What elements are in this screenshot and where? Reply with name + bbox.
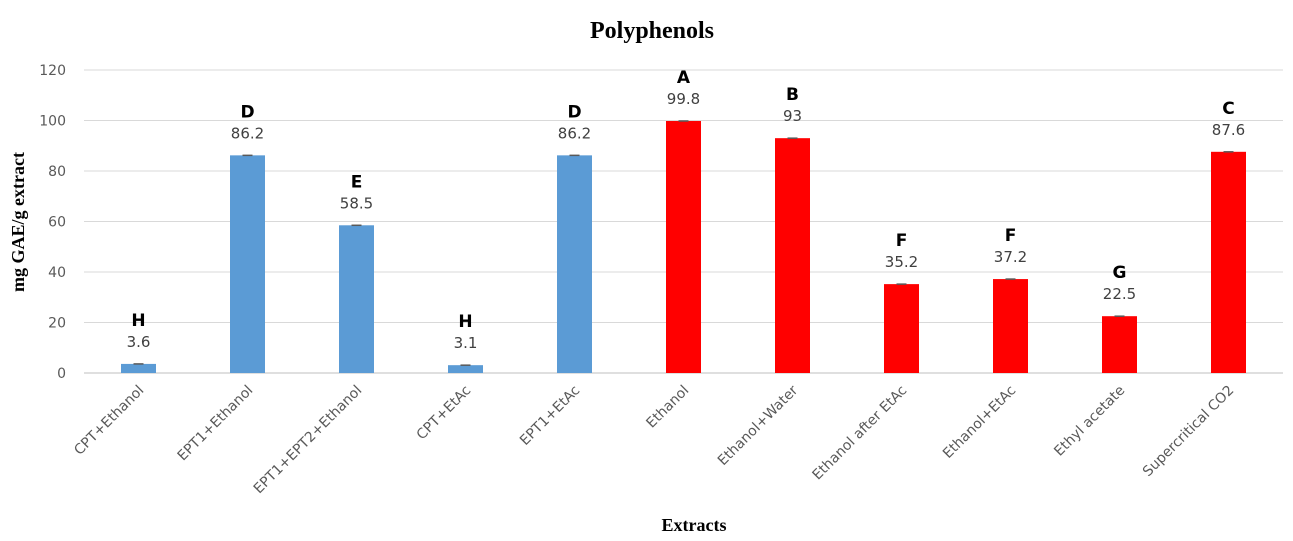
y-tick-label: 40 — [48, 265, 66, 281]
data-value-label: 99.8 — [667, 90, 700, 108]
data-value-label: 3.1 — [454, 334, 478, 352]
data-value-label: 58.5 — [340, 194, 373, 212]
bar — [448, 365, 483, 373]
data-value-label: 86.2 — [231, 124, 264, 142]
significance-letter: D — [567, 102, 581, 122]
y-axis-title: mg GAE/g extract — [8, 152, 28, 292]
bars — [121, 120, 1246, 373]
y-tick-label: 0 — [57, 366, 66, 382]
x-tick-label: Ethyl acetate — [1051, 383, 1128, 460]
x-tick-label: Ethanol+EtAc — [940, 383, 1019, 462]
data-value-label: 35.2 — [885, 253, 918, 271]
x-axis-title: Extracts — [662, 515, 727, 535]
x-tick-label: Ethanol+Water — [715, 382, 802, 469]
x-axis-ticks: CPT+Ethanol EPT1+EthanolEPT1+EPT2+Ethanol… — [71, 382, 1237, 497]
y-tick-label: 120 — [39, 63, 66, 79]
y-axis-ticks: 0 20 40 60 80 100 120 — [39, 63, 66, 382]
bar — [1102, 316, 1137, 373]
significance-letter: H — [131, 311, 145, 331]
significance-letter: F — [896, 231, 908, 251]
y-tick-label: 100 — [39, 114, 66, 130]
x-tick-label: EPT1+EtAc — [517, 383, 583, 449]
x-tick-label: Ethanol after EtAc — [810, 383, 911, 484]
bar — [557, 155, 592, 373]
significance-letter: E — [351, 172, 363, 192]
data-value-label: 3.6 — [127, 333, 151, 351]
bar — [121, 363, 156, 373]
x-tick-label: CPT+EtAc — [414, 383, 475, 444]
bar — [884, 284, 919, 373]
y-tick-label: 20 — [48, 316, 66, 332]
significance-letter: A — [677, 68, 691, 88]
bar — [230, 155, 265, 373]
y-tick-label: 60 — [48, 215, 66, 231]
bar — [775, 138, 810, 373]
data-value-label: 22.5 — [1103, 285, 1136, 303]
x-tick-label: EPT1+Ethanol — [175, 383, 257, 465]
bar — [339, 225, 374, 373]
bar — [666, 121, 701, 373]
significance-letter: F — [1005, 226, 1017, 246]
chart-title: Polyphenols — [590, 18, 714, 44]
bar — [993, 279, 1028, 373]
significance-letter: B — [786, 85, 799, 105]
significance-letter: G — [1113, 263, 1127, 283]
y-tick-label: 80 — [48, 164, 66, 180]
x-tick-label: EPT1+EPT2+Ethanol — [251, 383, 366, 498]
data-value-label: 87.6 — [1212, 121, 1245, 139]
significance-letter: C — [1222, 99, 1234, 119]
data-value-label: 86.2 — [558, 124, 591, 142]
data-labels: 3.6 H 86.2 D 58.5 E 3.1 H 86.2 D 99.8 A 93 B 35.2 F 37.2… — [127, 68, 1246, 352]
x-tick-label: Supercritical CO2 — [1140, 383, 1237, 480]
x-tick-label: Ethanol — [643, 383, 692, 432]
data-value-label: 37.2 — [994, 248, 1027, 266]
bar — [1211, 151, 1246, 373]
x-tick-label: CPT+Ethanol — [71, 383, 147, 459]
significance-letter: H — [458, 312, 472, 332]
significance-letter: D — [240, 102, 254, 122]
data-value-label: 93 — [783, 107, 802, 125]
